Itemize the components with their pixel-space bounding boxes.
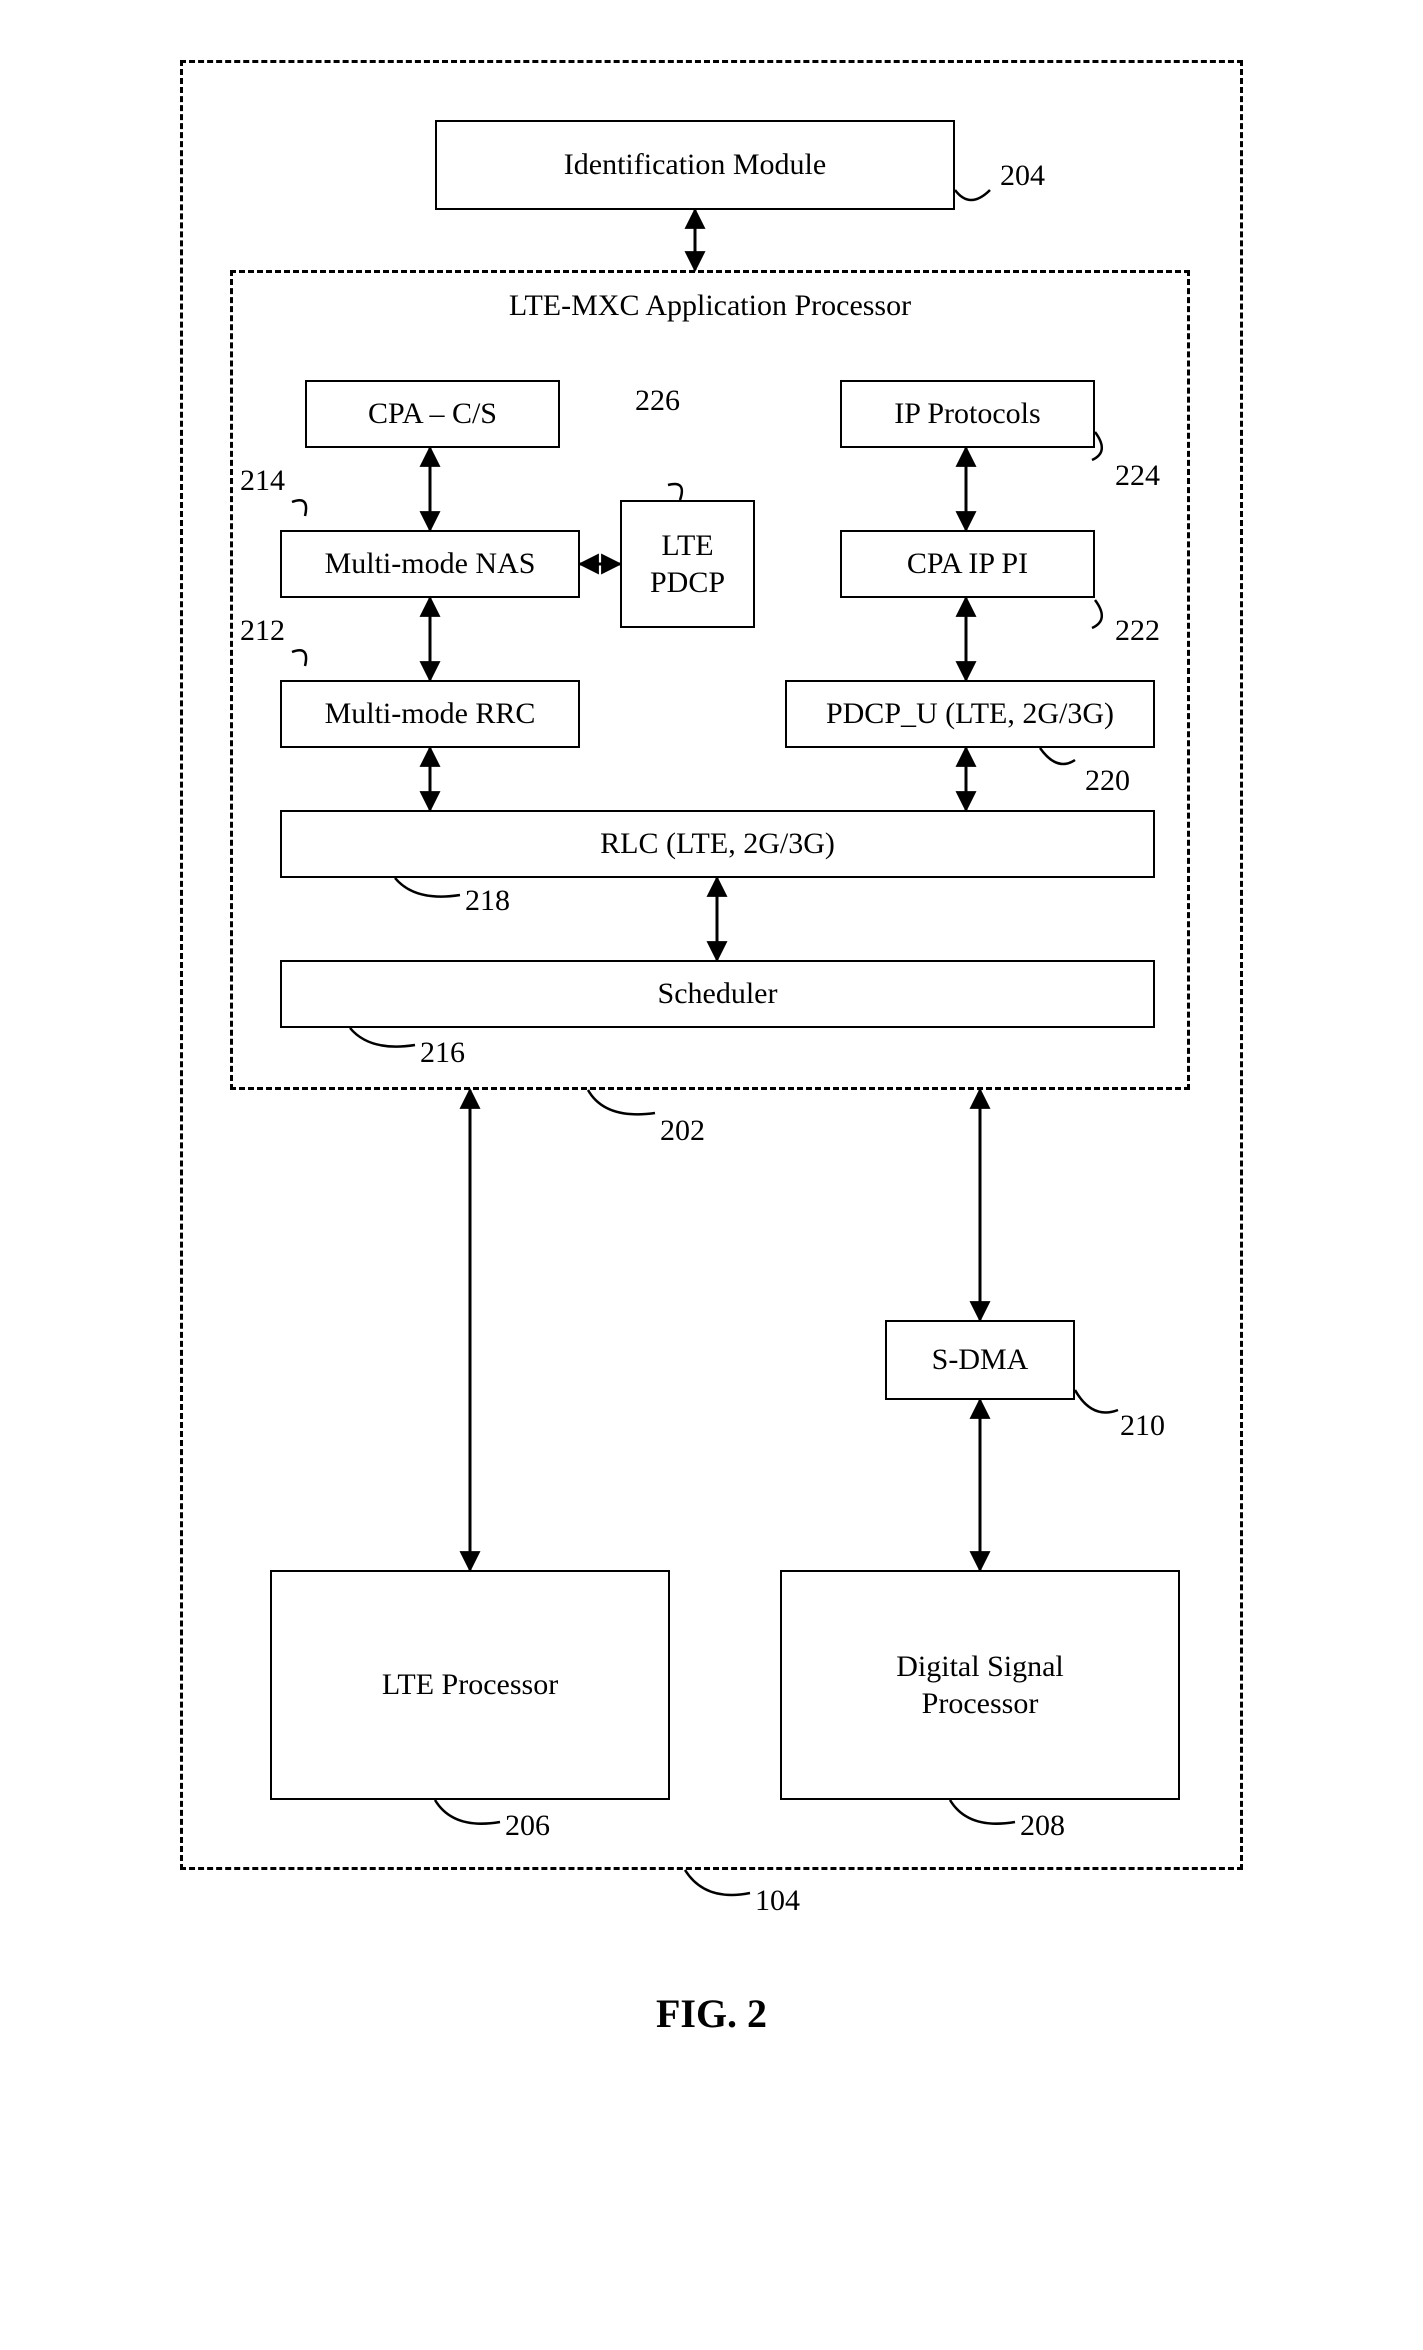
lte-processor-label: LTE Processor	[382, 1666, 558, 1704]
rlc-label: RLC (LTE, 2G/3G)	[600, 825, 835, 863]
sdma-box: S-DMA	[885, 1320, 1075, 1400]
cpa-ip-pi-box: CPA IP PI	[840, 530, 1095, 598]
nas-label: Multi-mode NAS	[325, 545, 536, 583]
cpa-cs-label: CPA – C/S	[368, 395, 497, 433]
lte-processor-box: LTE Processor	[270, 1570, 670, 1800]
rrc-label: Multi-mode RRC	[325, 695, 536, 733]
app-processor-title: LTE-MXC Application Processor	[509, 287, 911, 325]
diagram-canvas: Identification Module LTE-MXC Applicatio…	[140, 40, 1283, 1960]
identification-module-label: Identification Module	[564, 146, 826, 184]
nas-box: Multi-mode NAS	[280, 530, 580, 598]
cpa-ip-pi-label: CPA IP PI	[907, 545, 1028, 583]
rlc-box: RLC (LTE, 2G/3G)	[280, 810, 1155, 878]
identification-module: Identification Module	[435, 120, 955, 210]
cpa-cs-box: CPA – C/S	[305, 380, 560, 448]
pdcp-label: LTE PDCP	[650, 527, 725, 602]
scheduler-box: Scheduler	[280, 960, 1155, 1028]
svg-text:104: 104	[755, 1884, 800, 1917]
pdcp-u-box: PDCP_U (LTE, 2G/3G)	[785, 680, 1155, 748]
ip-protocols-label: IP Protocols	[894, 395, 1040, 433]
figure-caption: FIG. 2	[40, 1990, 1383, 2037]
scheduler-label: Scheduler	[658, 975, 778, 1013]
dsp-box: Digital Signal Processor	[780, 1570, 1180, 1800]
sdma-label: S-DMA	[932, 1341, 1029, 1379]
dsp-label: Digital Signal Processor	[896, 1648, 1064, 1723]
pdcp-box: LTE PDCP	[620, 500, 755, 628]
rrc-box: Multi-mode RRC	[280, 680, 580, 748]
ip-protocols-box: IP Protocols	[840, 380, 1095, 448]
pdcp-u-label: PDCP_U (LTE, 2G/3G)	[826, 695, 1114, 733]
